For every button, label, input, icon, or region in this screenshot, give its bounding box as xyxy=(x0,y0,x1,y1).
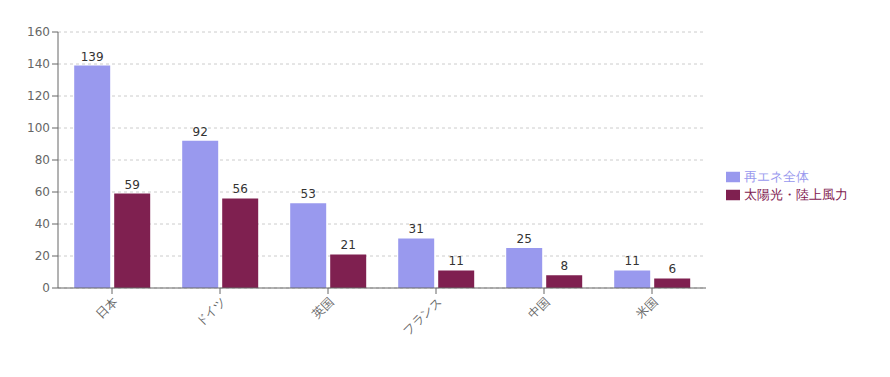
svg-text:20: 20 xyxy=(35,249,50,263)
svg-text:56: 56 xyxy=(233,182,248,196)
svg-text:59: 59 xyxy=(125,178,140,192)
svg-text:139: 139 xyxy=(81,50,104,64)
svg-text:140: 140 xyxy=(27,57,50,71)
svg-text:160: 160 xyxy=(27,25,50,39)
svg-text:英国: 英国 xyxy=(309,294,336,321)
svg-text:80: 80 xyxy=(35,153,50,167)
svg-text:92: 92 xyxy=(193,125,208,139)
svg-text:100: 100 xyxy=(27,121,50,135)
svg-text:ドイツ: ドイツ xyxy=(193,294,228,329)
svg-text:フランス: フランス xyxy=(400,294,444,338)
svg-text:60: 60 xyxy=(35,185,50,199)
svg-text:日本: 日本 xyxy=(93,294,120,321)
svg-text:25: 25 xyxy=(517,232,532,246)
svg-text:米国: 米国 xyxy=(633,294,660,321)
svg-text:中国: 中国 xyxy=(525,294,552,321)
svg-text:40: 40 xyxy=(35,217,50,231)
svg-text:11: 11 xyxy=(449,254,464,268)
svg-text:8: 8 xyxy=(560,259,568,273)
svg-text:11: 11 xyxy=(625,254,640,268)
svg-text:31: 31 xyxy=(409,222,424,236)
html-text:太陽光・陸上風力: 太陽光・陸上風力 xyxy=(744,186,848,202)
svg-text:0: 0 xyxy=(42,281,50,295)
svg-text:53: 53 xyxy=(301,187,316,201)
svg-text:21: 21 xyxy=(341,238,356,252)
html-text:再エネ全体: 再エネ全体 xyxy=(744,168,809,184)
svg-text:6: 6 xyxy=(668,262,676,276)
svg-text:120: 120 xyxy=(27,89,50,103)
